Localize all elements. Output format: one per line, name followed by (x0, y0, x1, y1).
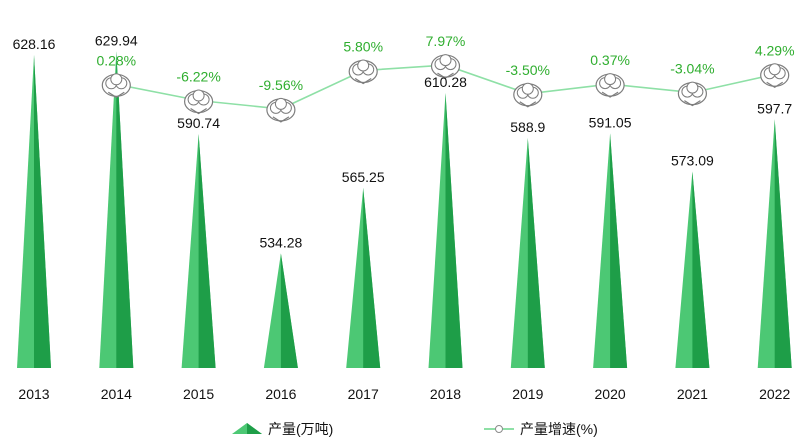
bar-2019 (510, 137, 545, 368)
bar-value-label-2021: 573.09 (671, 152, 714, 168)
x-tick-2022: 2022 (759, 386, 790, 402)
bar-2017 (346, 187, 381, 368)
x-tick-2016: 2016 (265, 386, 296, 402)
bar-2013-shade (34, 55, 51, 369)
bar-value-label-2014: 629.94 (95, 32, 138, 48)
legend-swatch-production-shade (247, 423, 262, 434)
legend: 产量(万吨) 产量增速(%) (232, 421, 598, 437)
growth-marker-2017-lobe-top (357, 59, 370, 72)
bar-value-label-2018: 610.28 (424, 74, 467, 90)
bar-2014 (99, 51, 134, 369)
x-tick-2019: 2019 (512, 386, 543, 402)
growth-value-label-2018: 7.97% (426, 33, 466, 49)
growth-value-label-2014: 0.28% (96, 52, 136, 68)
growth-value-label-2020: 0.37% (590, 52, 630, 68)
bar-value-label-2019: 588.9 (510, 119, 545, 135)
bar-2018-shade (445, 92, 463, 368)
bar-2019-shade (527, 137, 545, 368)
bar-value-label-2022: 597.7 (757, 100, 792, 116)
x-tick-2014: 2014 (101, 386, 132, 402)
growth-marker-2020 (595, 73, 625, 98)
growth-marker-2019-lobe-top (521, 82, 534, 95)
growth-marker-2017-stem (354, 77, 372, 85)
bar-value-label-2013: 628.16 (13, 36, 56, 52)
growth-marker-2019-stem (519, 101, 537, 108)
legend-item-growth: 产量增速(%) (484, 421, 598, 437)
bar-2021 (675, 171, 710, 368)
x-tick-2021: 2021 (677, 386, 708, 402)
growth-value-label-2019: -3.50% (506, 62, 550, 78)
bar-2015 (181, 134, 216, 368)
x-tick-2015: 2015 (183, 386, 214, 402)
data-labels: 628.16 629.94 590.74 534.28 565.25 610.28 588.… (13, 32, 795, 250)
bar-2018 (428, 92, 463, 368)
growth-marker-2018-stem (437, 72, 454, 79)
growth-marker-2014-lobe-top (110, 73, 123, 86)
bar-2013 (17, 55, 51, 369)
bar-2020-shade (610, 133, 628, 368)
growth-marker-2021 (677, 81, 708, 107)
growth-value-label-2015: -6.22% (176, 69, 220, 85)
growth-marker-2016 (266, 97, 296, 123)
x-axis: 2013 2014 2015 2016 2017 2018 2019 2020 2021 2022 (18, 386, 790, 402)
growth-marker-2016-lobe-top (274, 97, 287, 110)
growth-marker-2019 (513, 82, 543, 108)
bar-value-label-2017: 565.25 (342, 169, 385, 185)
bar-2015-shade (198, 134, 216, 368)
bar-2022 (757, 119, 792, 368)
bar-2017-shade (363, 187, 381, 368)
growth-marker-2017 (348, 59, 378, 85)
bar-2021-shade (692, 171, 710, 368)
legend-swatch-growth-marker (495, 425, 503, 433)
x-tick-2013: 2013 (18, 386, 49, 402)
growth-value-label-2022: 4.29% (755, 42, 795, 58)
growth-value-label-2021: -3.04% (670, 61, 714, 77)
growth-marker-2018 (430, 54, 461, 79)
x-tick-2017: 2017 (348, 386, 379, 402)
growth-value-label-2016: -9.56% (259, 77, 303, 93)
growth-marker-2021-lobe-top (686, 81, 699, 94)
growth-marker-2018-lobe-top (439, 54, 452, 67)
growth-marker-2020-lobe-top (604, 73, 617, 86)
bar-2016 (263, 253, 298, 368)
growth-marker-2022 (760, 63, 790, 88)
growth-marker-2014-stem (107, 91, 125, 99)
legend-item-production: 产量(万吨) (232, 421, 333, 437)
bar-value-label-2016: 534.28 (259, 234, 302, 250)
growth-marker-2014 (101, 73, 131, 99)
growth-marker-2022-stem (766, 81, 784, 88)
growth-value-label-2017: 5.80% (343, 39, 383, 55)
growth-marker-2016-stem (272, 116, 290, 123)
growth-marker-2020-stem (601, 91, 619, 98)
bar-2014-shade (116, 51, 134, 369)
growth-line-series (101, 54, 790, 123)
x-tick-2018: 2018 (430, 386, 461, 402)
legend-label-growth: 产量增速(%) (520, 421, 598, 437)
growth-marker-2015 (184, 89, 214, 115)
growth-marker-2015-lobe-top (192, 89, 205, 102)
growth-marker-2022-lobe-top (768, 63, 781, 76)
x-tick-2020: 2020 (595, 386, 626, 402)
bar-2022-shade (774, 119, 792, 368)
growth-marker-2021-stem (684, 100, 701, 107)
growth-marker-2015-stem (190, 108, 207, 115)
bar-2016-shade (280, 253, 298, 368)
bar-series (17, 51, 792, 369)
bar-2020 (593, 133, 628, 368)
bar-value-label-2020: 591.05 (589, 114, 632, 130)
legend-label-production: 产量(万吨) (268, 421, 333, 437)
bar-value-label-2015: 590.74 (177, 115, 220, 131)
